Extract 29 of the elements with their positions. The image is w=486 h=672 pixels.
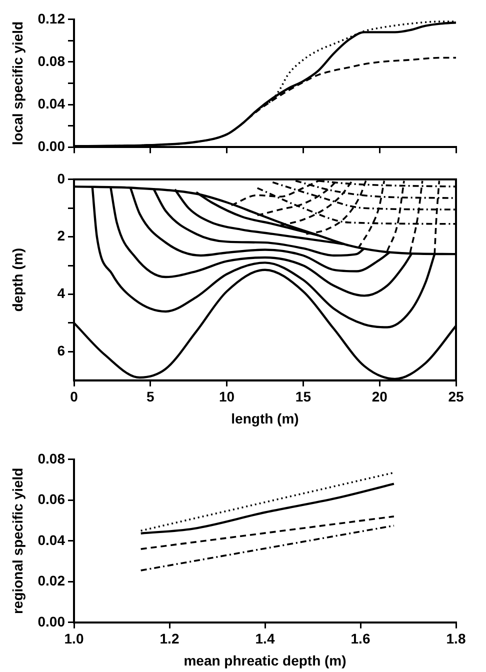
y-tick-label: 0.00 — [38, 613, 66, 630]
y-tick-label: 0.12 — [38, 10, 66, 26]
x-tick-label: 1.6 — [350, 630, 370, 647]
x-tick-label: 1.4 — [255, 630, 275, 647]
y-tick-label: 0.02 — [38, 572, 66, 589]
y-tick-label: 0.06 — [38, 491, 66, 508]
x-tick-label: 15 — [295, 388, 312, 405]
y-tick-label: 0.08 — [38, 450, 66, 466]
y-tick-label: 4 — [57, 285, 66, 302]
x-tick-label: 5 — [146, 388, 154, 405]
x-tick-label: 10 — [219, 388, 235, 405]
y-axis-title: local specific yield — [9, 21, 26, 146]
x-axis-title: mean phreatic depth (m) — [184, 652, 346, 668]
y-tick-label: 6 — [57, 342, 66, 359]
y-axis-title: depth (m) — [9, 248, 26, 312]
y-axis-title: regional specific yield — [9, 468, 26, 614]
x-tick-label: 0 — [70, 388, 78, 405]
x-tick-label: 1.0 — [64, 630, 84, 647]
y-tick-label: 0.00 — [38, 138, 66, 154]
y-tick-label: 0 — [57, 170, 66, 186]
x-tick-label: 25 — [448, 388, 464, 405]
y-tick-label: 0.08 — [38, 52, 66, 69]
x-tick-label: 1.8 — [446, 630, 466, 647]
y-tick-label: 0.04 — [38, 532, 66, 548]
y-tick-label: 0.04 — [38, 95, 66, 112]
x-axis-title: length (m) — [231, 410, 299, 426]
x-tick-label: 20 — [372, 388, 388, 405]
x-tick-label: 1.2 — [160, 630, 180, 647]
y-tick-label: 2 — [57, 228, 66, 244]
